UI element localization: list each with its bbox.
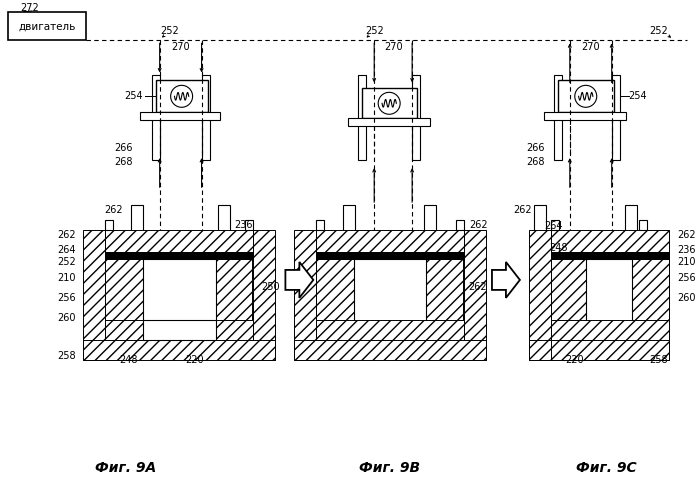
Bar (294, 230, 317, 360)
Bar (544, 112, 626, 120)
Text: 272: 272 (20, 3, 39, 14)
Bar (317, 230, 464, 252)
Bar (551, 252, 668, 259)
Bar (317, 320, 464, 340)
Text: 262: 262 (513, 205, 532, 215)
Polygon shape (285, 262, 313, 298)
Bar (464, 230, 486, 360)
Bar (348, 118, 430, 126)
Bar (554, 75, 562, 160)
Text: 254: 254 (124, 91, 143, 101)
Text: Фиг. 9С: Фиг. 9С (577, 460, 637, 474)
Bar (201, 75, 210, 160)
Text: 248: 248 (120, 355, 138, 365)
Bar (82, 230, 105, 360)
Text: 270: 270 (384, 43, 403, 53)
Text: 220: 220 (565, 355, 584, 365)
Text: 270: 270 (582, 43, 600, 53)
Text: 264: 264 (57, 245, 75, 255)
Bar (140, 112, 219, 120)
Bar (343, 205, 355, 240)
Bar (529, 340, 668, 360)
Text: 256: 256 (57, 293, 75, 303)
Bar (456, 220, 464, 230)
Text: 256: 256 (677, 273, 696, 283)
Bar (424, 205, 436, 240)
Bar (245, 220, 254, 230)
Bar (586, 259, 632, 320)
Text: двигатель: двигатель (18, 21, 75, 31)
Bar (529, 230, 551, 360)
Bar (639, 220, 647, 230)
Bar (105, 259, 143, 320)
Text: 260: 260 (677, 293, 696, 303)
Bar (551, 320, 668, 340)
Text: 210: 210 (57, 273, 75, 283)
Bar (294, 340, 486, 360)
Text: 254: 254 (628, 91, 647, 101)
Polygon shape (492, 262, 520, 298)
Text: 262: 262 (104, 205, 123, 215)
Bar (105, 230, 254, 252)
Bar (558, 80, 614, 112)
Bar (152, 75, 159, 160)
Bar (254, 230, 275, 360)
Bar (426, 259, 463, 320)
Bar (551, 220, 559, 230)
Bar (551, 259, 586, 320)
Text: Фиг. 9В: Фиг. 9В (359, 460, 419, 474)
Text: 236: 236 (677, 245, 696, 255)
Bar (217, 205, 229, 240)
Text: 220: 220 (185, 355, 204, 365)
Text: Фиг. 9А: Фиг. 9А (95, 460, 157, 474)
Bar (105, 320, 254, 340)
Bar (105, 220, 113, 230)
Bar (215, 259, 252, 320)
Bar (551, 230, 668, 252)
Bar (354, 259, 426, 320)
Text: 264: 264 (545, 221, 563, 231)
Bar (359, 75, 366, 160)
Bar (317, 259, 354, 320)
Text: 252: 252 (649, 27, 668, 36)
Bar (551, 340, 668, 360)
Bar (647, 230, 668, 360)
Text: 266: 266 (114, 143, 133, 153)
Bar (362, 88, 417, 118)
Bar (317, 252, 464, 259)
Text: 210: 210 (677, 257, 696, 267)
Text: 262: 262 (468, 282, 487, 292)
Bar (317, 220, 324, 230)
Text: 236: 236 (234, 220, 253, 230)
Text: 260: 260 (57, 313, 75, 323)
Bar (131, 205, 143, 240)
Bar (412, 75, 420, 160)
Text: 252: 252 (57, 257, 75, 267)
Text: 270: 270 (171, 43, 190, 53)
Bar (632, 259, 668, 320)
Bar (143, 259, 215, 320)
Bar (612, 75, 620, 160)
Bar (8, 13, 86, 41)
Bar (82, 340, 275, 360)
Text: 248: 248 (549, 243, 568, 253)
Text: 258: 258 (649, 355, 668, 365)
Bar (143, 320, 215, 340)
Bar (625, 205, 637, 240)
Bar (156, 80, 208, 112)
Text: 262: 262 (470, 220, 489, 230)
Text: 252: 252 (160, 27, 179, 36)
Text: 250: 250 (261, 282, 280, 292)
Text: 268: 268 (526, 157, 545, 167)
Text: 266: 266 (526, 143, 545, 153)
Text: 258: 258 (57, 351, 75, 361)
Bar (534, 205, 546, 240)
Text: 252: 252 (365, 27, 384, 36)
Text: 268: 268 (114, 157, 133, 167)
Text: 262: 262 (57, 230, 75, 240)
Bar (105, 252, 254, 259)
Text: 262: 262 (677, 230, 696, 240)
